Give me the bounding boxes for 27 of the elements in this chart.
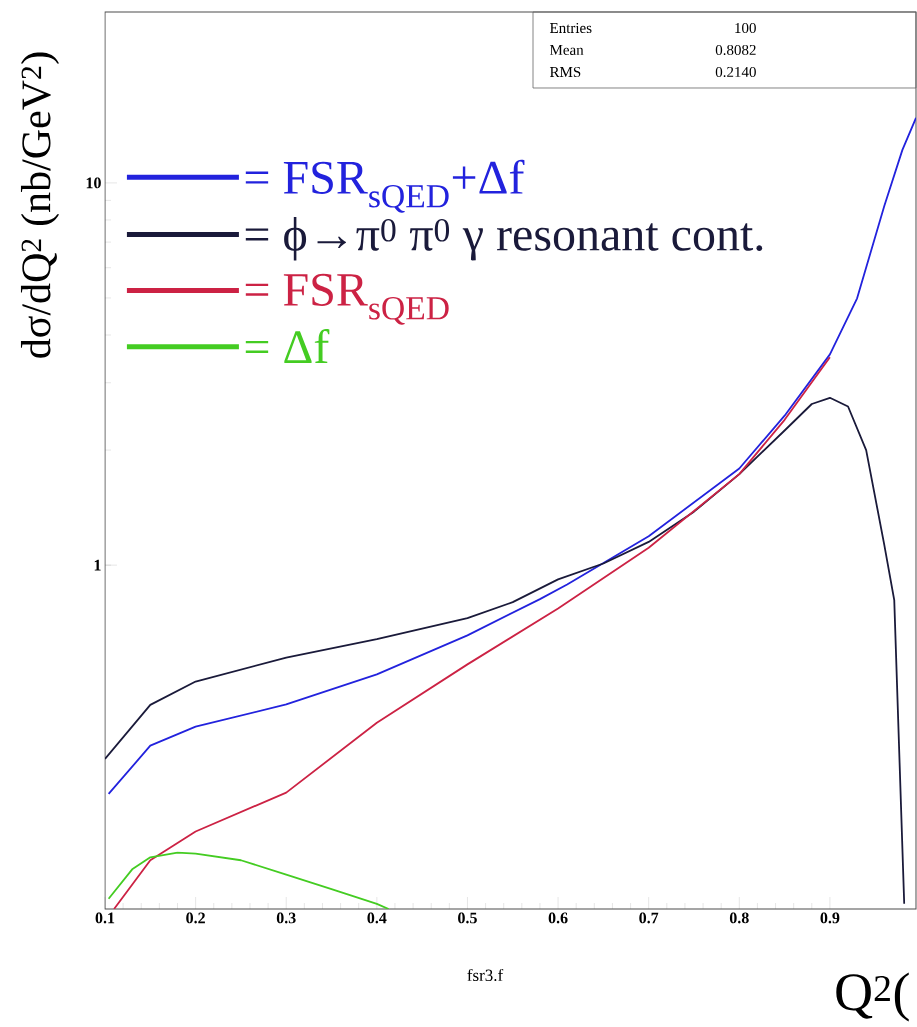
x-tick-label: 0.3	[276, 912, 296, 924]
x-tick-label: 0.5	[458, 912, 477, 924]
annotation: Mean	[549, 45, 584, 55]
y-tick-label: 1	[94, 559, 101, 571]
annotation: 100	[735, 22, 756, 34]
x-tick-label: 0.2	[186, 912, 205, 924]
annotation: Entries	[549, 22, 592, 34]
legend-label: = FSR$_{sQED}$+Δf	[245, 159, 525, 213]
y-axis-title: dσ/dQ$^{2}$ (nb/GeV$^{2}$)	[20, 52, 60, 358]
annotation: 0.2140	[715, 66, 756, 78]
line-series	[105, 396, 906, 905]
line-series	[107, 851, 390, 909]
x-tick-label: 0.4	[367, 912, 387, 924]
x-tick-label: 0.8	[729, 912, 749, 924]
legend-label: = FSR$_{sQED}$	[245, 273, 449, 325]
x-axis-title: fsr3.f	[467, 968, 504, 982]
x-tick-label: 0.9	[820, 912, 840, 924]
text: Q$^{2}$(	[836, 972, 909, 1022]
line-series	[107, 116, 916, 795]
x-tick-label: 0.7	[639, 912, 659, 924]
annotation: 0.8082	[715, 44, 756, 56]
legend-label: = ϕ→π$^{0}$ π$^{0}$ γ resonant cont.	[245, 217, 763, 261]
legend-label: = Δf	[245, 329, 330, 363]
x-tick-label: 0.1	[95, 912, 115, 924]
x-tick-label: 0.6	[548, 912, 568, 924]
annotation: RMS	[549, 66, 581, 78]
y-tick-label: 10	[86, 177, 101, 189]
